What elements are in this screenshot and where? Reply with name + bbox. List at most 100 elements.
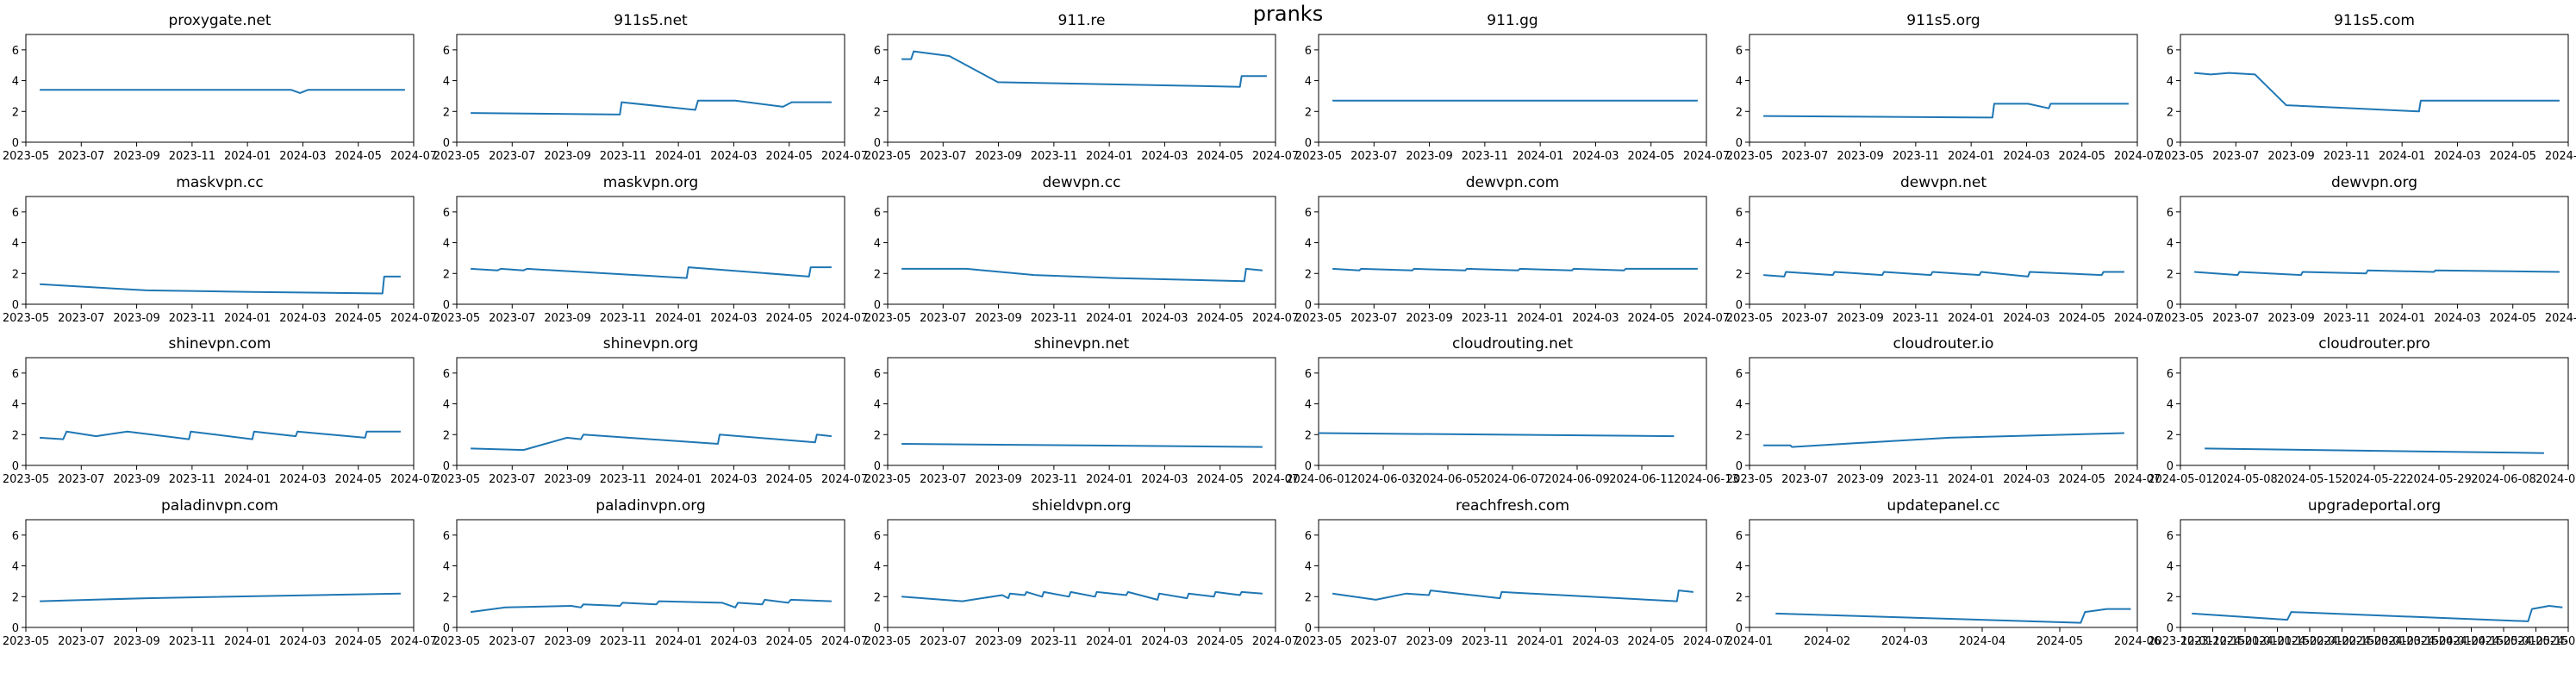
y-tick-label: 0 [2167,622,2174,635]
y-tick-label: 0 [12,137,19,150]
subplot-title: upgradeportal.org [2307,496,2442,515]
subplot-svg: 0 2 4 6 2023-05 2023-07 2023-09 2023-11 2024-01 2… [1295,196,1730,325]
x-tick-label: 2024-05 [1628,312,1675,325]
axes-frame [1318,519,1707,627]
x-tick-label: 2023-11 [1031,312,1077,325]
x-tick-label: 2024-03 [710,635,757,648]
x-tick-label: 2023-12-15 [2180,635,2246,648]
x-tick-label: 2024-01 [1086,150,1132,163]
x-tick-label: 2024-05 [766,473,813,486]
y-tick-label: 2 [1736,591,1743,604]
x-tick-label: 2024-04-15 [2439,635,2504,648]
series-line [2192,604,2563,622]
x-tick-label: 2024-06-13 [1674,473,1739,486]
x-tick-label: 2023-07 [58,150,104,163]
y-tick-label: 0 [1305,460,1312,473]
subplot-svg: 0 2 4 6 2023-05 2023-07 2023-09 2023-11 2024-01 2… [433,357,868,486]
axes-frame [887,196,1276,304]
x-tick-label: 2023-07 [1350,635,1397,648]
y-tick-label: 2 [1305,429,1312,442]
x-tick-label: 2023-09 [975,473,1021,486]
subplot-svg: 0 2 4 6 2023-05 2023-07 2023-09 2023-11 2024-01 2… [3,357,437,486]
y-tick-label: 2 [874,268,881,281]
x-tick-label: 2024-06-01 [2535,635,2576,648]
subplot: dewvpn.com 0 2 4 6 2023-05 2023-07 2023-09 2023-… [1293,173,1730,337]
y-tick-label: 6 [1736,45,1743,58]
series-line [1775,608,2131,624]
x-tick-label: 2023-09 [544,473,590,486]
subplot: dewvpn.org 0 2 4 6 2023-05 2023-07 2023-09 2023-… [2155,173,2576,337]
x-tick-label: 2023-07 [1781,473,1828,486]
x-tick-label: 2024-01 [1948,312,1994,325]
x-tick-label: 2023-09 [113,312,159,325]
x-tick-label: 2023-05 [1726,473,1773,486]
y-tick-label: 6 [12,206,19,219]
subplot-svg: 02462023-12-012023-12-152024-01-012024-0… [2148,519,2576,648]
x-tick-label: 2024-07 [1252,473,1299,486]
axes-frame [1318,34,1707,143]
subplot: paladinvpn.com 0 2 4 6 2023-05 2023-07 2023-09 2… [0,496,437,660]
x-tick-label: 2024-04 [1959,635,2005,648]
subplot-title: dewvpn.net [1899,173,1987,191]
x-tick-label: 2023-07 [1350,150,1397,163]
subplot-title: maskvpn.org [602,173,699,191]
subplot: 911.gg 0 2 4 6 2023-05 2023-07 2023-09 2023-11 20… [1293,11,1730,175]
y-tick-label: 6 [443,206,450,219]
subplot: shieldvpn.org 0 2 4 6 2023-05 2023-07 2023-09 20… [862,496,1299,660]
y-tick-label: 0 [443,137,450,150]
x-tick-label: 2023-05 [3,635,49,648]
subplot-svg: 0 2 4 6 2023-05 2023-07 2023-09 2023-11 2024-01 2… [1726,357,2161,486]
x-tick-label: 2024-01 [2379,312,2425,325]
x-tick-label: 2024-06-01 [1286,473,1351,486]
y-tick-label: 2 [443,268,450,281]
x-tick-label: 2023-07 [2212,150,2259,163]
y-tick-label: 2 [874,591,881,604]
subplot-svg: 0 2 4 6 2023-05 2023-07 2023-09 2023-11 2024-01 2… [3,519,437,648]
y-tick-label: 4 [12,560,19,573]
y-tick-label: 6 [1736,368,1743,381]
x-tick-label: 2024-01 [224,150,271,163]
y-tick-label: 6 [1305,529,1312,542]
x-tick-label: 2023-11 [1031,635,1077,648]
x-tick-label: 2024-07 [1683,312,1730,325]
x-tick-label: 2024-07 [1683,635,1730,648]
x-tick-label: 2023-09 [2267,312,2314,325]
x-tick-label: 2023-09 [1837,312,1883,325]
x-tick-label: 2024-03 [279,473,326,486]
axes-frame [25,357,415,466]
y-tick-label: 0 [443,460,450,473]
x-tick-label: 2024-05 [2490,312,2536,325]
series-line [40,430,401,440]
y-tick-label: 2 [2167,268,2174,281]
y-tick-label: 2 [1736,268,1743,281]
subplot-svg: 0 2 4 6 2023-05 2023-07 2023-09 2023-11 2024-01 2… [2157,196,2576,325]
y-tick-label: 2 [874,106,881,119]
series-line [1763,103,2129,119]
x-tick-label: 2024-03 [1141,150,1188,163]
y-tick-label: 2 [1305,106,1312,119]
x-tick-label: 2024-07 [390,312,437,325]
x-tick-label: 2023-05 [2157,312,2204,325]
x-tick-label: 2024-01 [655,473,702,486]
axes-frame [1749,34,2138,143]
x-tick-label: 2024-05 [766,635,813,648]
x-tick-label: 2024-06-15 [2535,473,2576,486]
x-tick-label: 2024-06-11 [1609,473,1675,486]
subplot-title: proxygate.net [168,12,271,29]
subplot: 911s5.org 0 2 4 6 2023-05 2023-07 2023-09 2023-1… [1724,11,2161,175]
x-tick-label: 2023-05 [433,635,480,648]
subplot: 911s5.com 0 2 4 6 2023-05 2023-07 2023-09 2023-1… [2155,11,2576,175]
x-tick-label: 2024-01 [655,150,702,163]
x-tick-label: 2023-11 [1462,635,1508,648]
subplot-title: shinevpn.com [168,335,271,352]
y-tick-label: 4 [12,76,19,89]
x-tick-label: 2023-07 [1781,150,1828,163]
axes-frame [456,34,845,143]
x-tick-label: 2023-07 [1350,312,1397,325]
subplot-svg: 0 2 4 6 2023-05 2023-07 2023-09 2023-11 2024-01 2… [864,519,1299,648]
y-tick-label: 0 [1736,460,1743,473]
y-tick-label: 2 [2167,106,2174,119]
x-tick-label: 2024-07 [1252,635,1299,648]
x-tick-label: 2023-11 [1893,150,1939,163]
x-tick-label: 2024-05 [335,312,382,325]
